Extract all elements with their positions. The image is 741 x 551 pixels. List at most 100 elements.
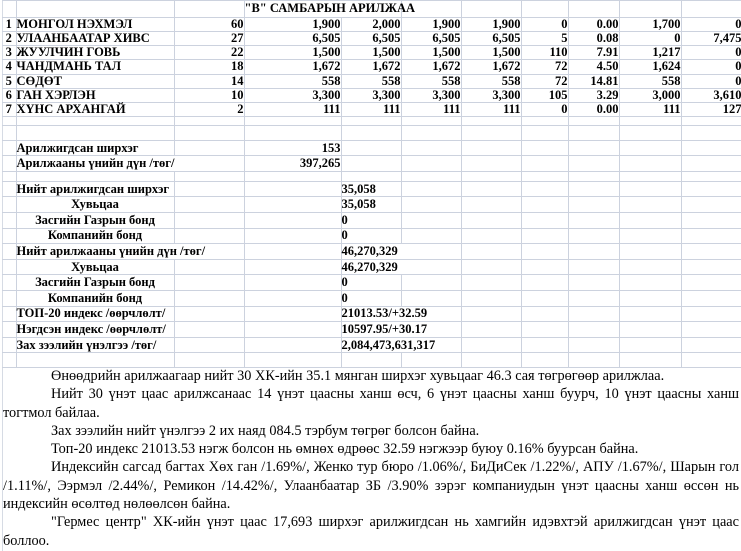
empty-cell (618, 336, 682, 354)
value-cell: 0 (520, 16, 569, 33)
empty-cell (173, 124, 245, 141)
empty-cell (400, 196, 462, 214)
board-row: 3 ЖУУЛЧИН ГОВЬ 22 1,500 1,500 1,500 1,500 110 7.… (2, 45, 741, 61)
empty-cell (680, 336, 741, 354)
totals-value-cell: 0 (340, 274, 402, 292)
empty-cell (680, 0, 741, 18)
empty-cell (173, 115, 245, 126)
empty-cell (243, 180, 342, 198)
empty-cell (520, 196, 569, 214)
empty-cell (680, 155, 741, 173)
value-cell: 60 (173, 16, 245, 33)
summary-row: Арилжигдсан ширхэг 153 (2, 139, 741, 157)
empty-cell (173, 336, 245, 354)
empty-cell (567, 321, 620, 338)
empty-cell (400, 139, 462, 157)
empty-cell (400, 352, 462, 369)
empty-cell (567, 352, 620, 369)
empty-cell (618, 227, 682, 245)
empty-cell (340, 115, 402, 126)
value-cell: 3,300 (340, 87, 402, 103)
empty-cell (400, 115, 462, 126)
empty-cell (243, 305, 342, 323)
value-cell: 111 (460, 101, 522, 117)
empty-cell (243, 171, 342, 182)
totals-value-cell: 35,058 (340, 196, 402, 214)
company-name-cell: МОНГОЛ НЭХМЭЛ (15, 16, 175, 33)
value-cell: 6,505 (460, 31, 522, 47)
value-cell: 1,500 (460, 45, 522, 61)
empty-cell (520, 0, 569, 18)
empty-cell (520, 155, 569, 173)
value-cell: 14.81 (567, 73, 620, 89)
empty-cell (520, 305, 569, 323)
empty-cell (460, 243, 522, 260)
report-paragraph: Топ-20 индекс 21013.53 нэгж болсон нь өм… (51, 441, 639, 458)
row-number-cell: 3 (2, 45, 17, 61)
empty-cell (520, 124, 569, 141)
totals-label-cell: Нэгдсэн индекс /өөрчлөлт/ (15, 321, 175, 338)
value-cell: 0.00 (567, 101, 620, 117)
empty-cell (173, 290, 245, 307)
empty-cell (2, 180, 17, 198)
value-cell: 0 (680, 73, 741, 89)
totals-value-cell: 35,058 (340, 180, 402, 198)
empty-cell (460, 305, 522, 323)
empty-cell (173, 196, 245, 214)
empty-cell (460, 155, 522, 173)
empty-cell (460, 171, 522, 182)
empty-cell (2, 352, 17, 369)
empty-cell (460, 212, 522, 229)
empty-cell (173, 171, 245, 182)
totals-label-cell: Засгийн Газрын бонд (15, 274, 175, 292)
empty-cell (618, 124, 682, 141)
value-cell: 0.08 (567, 31, 620, 47)
empty-cell (460, 258, 522, 276)
empty-cell (460, 139, 522, 157)
totals-row: Нийт арилжигдсан ширхэг 35,058 (2, 180, 741, 198)
empty-cell (340, 139, 402, 157)
empty-cell (520, 290, 569, 307)
empty-cell (2, 290, 17, 307)
value-cell: 72 (520, 59, 569, 75)
value-cell: 558 (340, 73, 402, 89)
value-cell: 0 (618, 31, 682, 47)
value-cell: 3.29 (567, 87, 620, 103)
empty-cell (618, 115, 682, 126)
empty-cell (15, 0, 175, 18)
empty-cell (618, 290, 682, 307)
value-cell: 1,900 (460, 16, 522, 33)
empty-cell (243, 243, 342, 260)
empty-cell (460, 227, 522, 245)
empty-cell (2, 0, 17, 18)
empty-cell (15, 171, 175, 182)
empty-cell (400, 212, 462, 229)
value-cell: 3,610 (680, 87, 741, 103)
value-cell: 3,300 (243, 87, 342, 103)
totals-row: Хувьцаа 46,270,329 (2, 258, 741, 276)
totals-label-cell: Зах зээлийн үнэлгээ /төг/ (15, 336, 175, 354)
empty-cell (2, 196, 17, 214)
empty-cell (567, 227, 620, 245)
blank-row (2, 352, 741, 369)
empty-cell (400, 155, 462, 173)
empty-cell (567, 155, 620, 173)
value-cell: 105 (520, 87, 569, 103)
empty-cell (680, 171, 741, 182)
totals-label-cell: Засгийн Газрын бонд (15, 212, 175, 229)
company-name-cell: ЖУУЛЧИН ГОВЬ (15, 45, 175, 61)
empty-cell (567, 115, 620, 126)
empty-cell (680, 227, 741, 245)
totals-label-cell: Хувьцаа (15, 196, 175, 214)
value-cell: 111 (243, 101, 342, 117)
empty-cell (520, 321, 569, 338)
empty-cell (520, 274, 569, 292)
empty-cell (618, 212, 682, 229)
empty-cell (2, 115, 17, 126)
board-row: 6 ГАН ХЭРЛЭН 10 3,300 3,300 3,300 3,300 105 3.29… (2, 87, 741, 103)
value-cell: 6,505 (400, 31, 462, 47)
empty-cell (2, 212, 17, 229)
summary-value-cell: 397,265 (243, 155, 342, 173)
value-cell: 1,672 (340, 59, 402, 75)
value-cell: 0 (520, 101, 569, 117)
